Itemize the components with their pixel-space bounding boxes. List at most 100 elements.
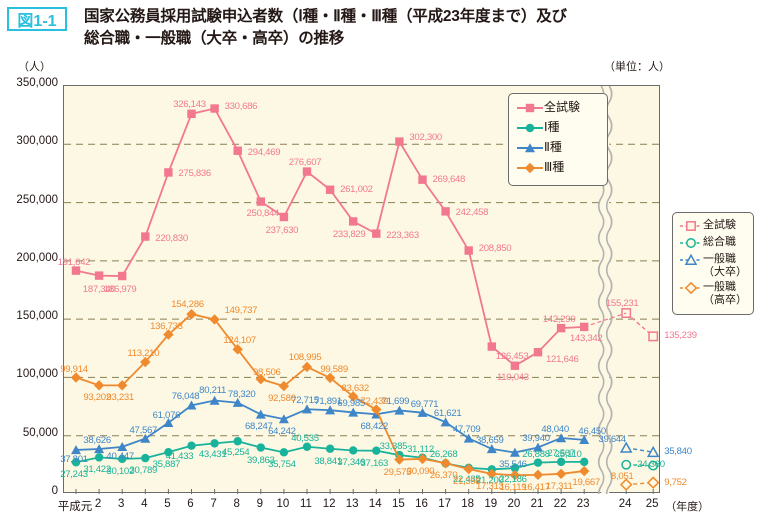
x-tick-label: 17 <box>438 498 451 510</box>
data-point-label: 26,268 <box>429 449 458 461</box>
legend-marker-wrap <box>679 252 703 268</box>
diamond-legend-marker <box>517 162 543 174</box>
legend-marker-wrap <box>679 218 703 234</box>
diamond-open-legend-marker <box>680 281 702 295</box>
data-point-label: 294,469 <box>247 146 281 158</box>
data-point-label: 76,048 <box>171 391 200 403</box>
data-point-label: 22,435 <box>452 473 481 485</box>
legend-label: 全試験 <box>544 100 581 114</box>
data-point-label: 93,202 <box>83 392 111 404</box>
figure-number-badge: 図1-1 <box>7 7 67 31</box>
square-open-legend-marker <box>680 221 702 231</box>
data-point-label: 99,914 <box>60 363 88 375</box>
legend-item: 一般職 （高卒） <box>679 280 748 307</box>
data-point-label: 154,286 <box>171 299 204 311</box>
data-point-label: 83,632 <box>341 382 369 394</box>
data-point-label: 98,506 <box>253 367 281 379</box>
data-point-label: 261,002 <box>340 183 373 195</box>
data-point-label: 21,358 <box>452 476 481 488</box>
x-tick-label: 11 <box>300 498 312 510</box>
data-point-label: 121,646 <box>546 354 579 366</box>
data-point-label: 35,840 <box>664 446 692 458</box>
legend-label: 全試験 <box>703 219 736 231</box>
y-tick-label: 100,000 <box>16 368 58 381</box>
data-point-label: 142,290 <box>542 314 576 326</box>
legend-marker-wrap <box>679 235 703 251</box>
x-tick-label: 6 <box>187 498 194 510</box>
data-point-label: 26,888 <box>522 448 550 460</box>
x-tick-label: 23 <box>576 498 590 510</box>
legend-item: 総合職 <box>679 235 748 251</box>
data-point-label: 29,575 <box>383 466 412 478</box>
data-point-label: 16,119 <box>499 482 527 494</box>
data-point-label: 19,667 <box>572 477 600 489</box>
data-point-label: 27,567 <box>547 447 575 459</box>
legend-marker-wrap <box>516 159 544 177</box>
title-line-1: 国家公務員採用試験申込者数（Ⅰ種・Ⅱ種・Ⅲ種（平成23年度まで）及び <box>84 8 567 25</box>
y-tick-label: 200,000 <box>16 251 58 264</box>
data-point-label: 69,985 <box>337 398 365 410</box>
data-point-label: 61,076 <box>152 409 181 421</box>
legend-label: Ⅲ種 <box>544 160 565 174</box>
data-point-label: 31,112 <box>407 443 434 455</box>
y-tick-label: 150,000 <box>16 310 58 323</box>
data-point-label: 124,107 <box>223 335 256 347</box>
data-point-label: 37,346 <box>337 457 365 469</box>
legend-label: 一般職 （大卒） <box>703 253 747 278</box>
data-point-label: 37,163 <box>360 457 389 469</box>
x-tick-label: 21 <box>530 498 544 510</box>
square-legend-marker <box>517 103 543 113</box>
data-point-label: 33,385 <box>379 441 408 453</box>
legend-item: Ⅰ種 <box>516 119 600 139</box>
data-point-label: 38,841 <box>314 455 342 467</box>
legend-label: Ⅰ種 <box>544 120 560 134</box>
data-point-label: 108,995 <box>288 351 322 363</box>
legend-marker-wrap <box>516 139 544 157</box>
data-point-label: 39,863 <box>247 454 275 466</box>
data-point-label: 30,789 <box>129 465 158 477</box>
data-point-label: 22,186 <box>499 474 527 486</box>
legend-item: 全試験 <box>679 218 748 234</box>
x-tick-label: 10 <box>276 498 290 510</box>
data-point-label: 35,546 <box>499 458 527 470</box>
data-point-label: 37,801 <box>60 453 88 465</box>
data-point-label: 27,243 <box>60 469 88 481</box>
y-tick-label: 250,000 <box>16 193 58 206</box>
data-point-label: 21,200 <box>476 475 504 487</box>
data-point-label: 25,110 <box>554 448 582 460</box>
data-point-label: 250,844 <box>246 207 280 219</box>
circle-open-legend-marker <box>680 238 702 248</box>
data-point-label: 61,621 <box>433 408 462 420</box>
data-point-label: 30,102 <box>106 465 134 477</box>
data-point-label: 45,254 <box>221 447 250 459</box>
data-point-label: 276,607 <box>288 156 322 168</box>
x-tick-label: 2 <box>94 498 102 510</box>
data-point-label: 269,648 <box>432 173 466 185</box>
x-tick-label: 12 <box>322 498 336 510</box>
data-point-label: 92,586 <box>268 393 296 405</box>
y-axis-unit-label: （人） <box>18 61 51 73</box>
data-point-label: 80,211 <box>199 385 227 397</box>
x-tick-label: 平成元 <box>57 501 93 513</box>
data-point-label: 39,644 <box>598 433 626 445</box>
x-tick-label: 7 <box>210 498 217 510</box>
x-tick-label: 13 <box>345 498 359 510</box>
y-tick-label: 50,000 <box>22 426 58 439</box>
y-tick-label: 300,000 <box>16 135 58 148</box>
data-point-label: 149,737 <box>224 305 258 317</box>
x-tick-label: 18 <box>461 498 475 510</box>
chart-unit-note: （単位：人） <box>604 61 670 73</box>
data-point-label: 72,439 <box>360 395 389 407</box>
data-point-label: 326,143 <box>173 98 206 110</box>
x-tick-label: 5 <box>164 498 171 510</box>
x-tick-label: 15 <box>391 498 405 510</box>
data-point-label: 47,567 <box>129 424 158 436</box>
legend-label: 一般職 （高卒） <box>703 281 747 306</box>
data-point-label: 47,709 <box>452 424 481 436</box>
data-point-label: 110,043 <box>496 371 529 383</box>
legend-sublabel: （大卒） <box>703 266 747 278</box>
data-point-label: 24,360 <box>637 458 665 470</box>
data-point-label: 208,850 <box>478 242 512 254</box>
data-point-label: 68,422 <box>360 421 389 433</box>
